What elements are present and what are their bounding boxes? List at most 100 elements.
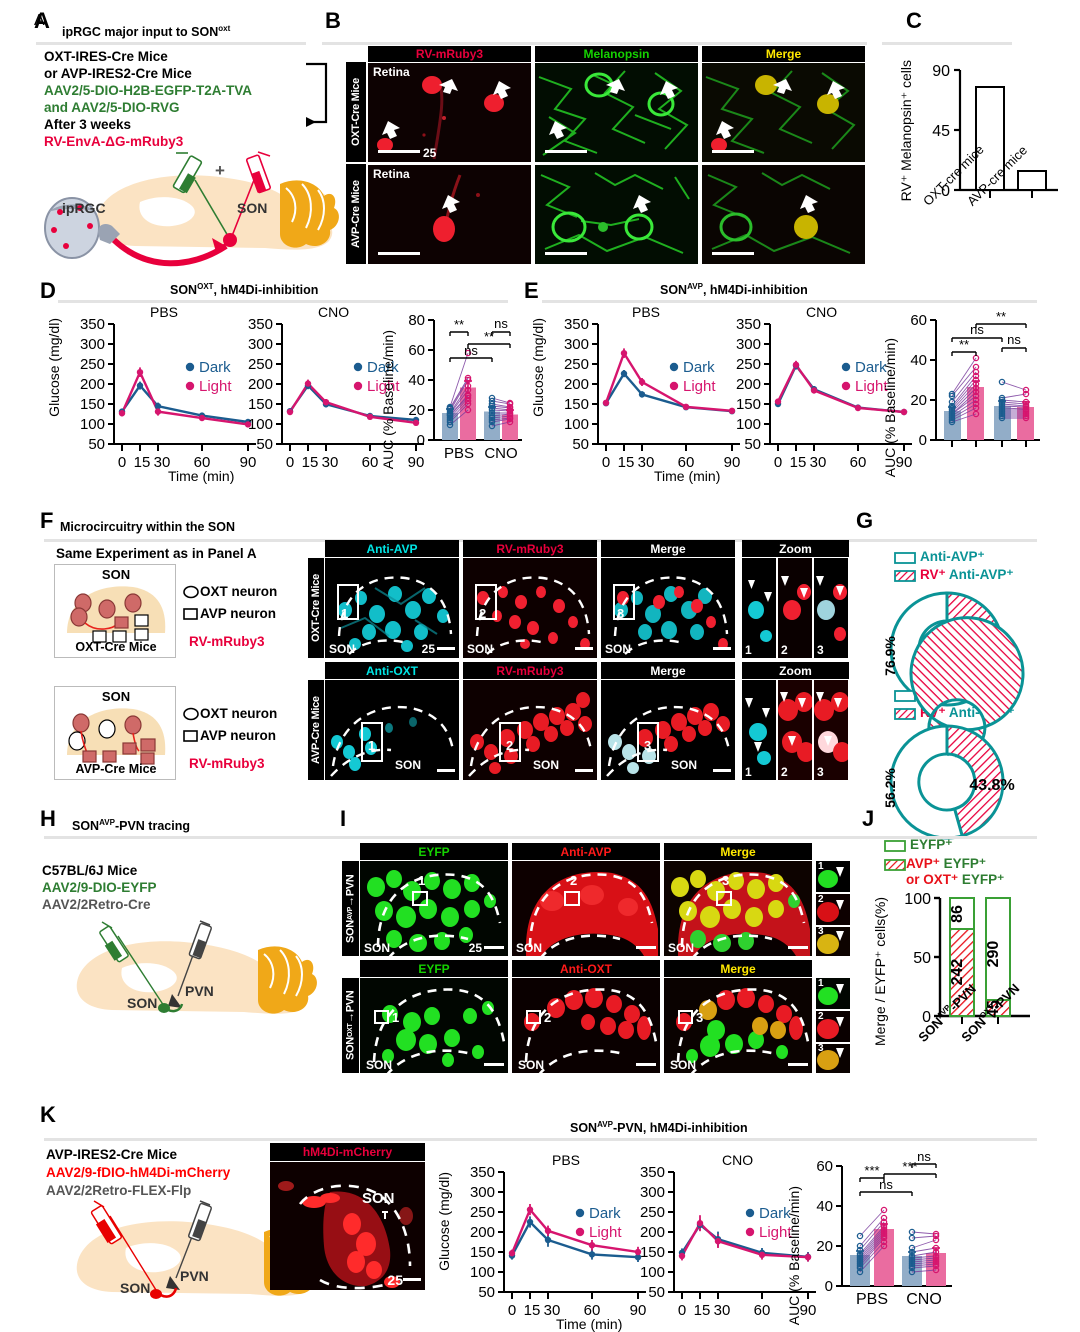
svg-text:150: 150 [736, 396, 761, 413]
svg-text:60: 60 [850, 454, 867, 471]
svg-text:90: 90 [896, 454, 913, 471]
panel-k-mg-region: SON [362, 1190, 395, 1207]
panel-a-line-4: After 3 weeks [44, 117, 132, 132]
panel-b-scalebar-r0c2 [712, 150, 754, 153]
svg-text:100: 100 [904, 891, 931, 908]
svg-text:Light: Light [759, 1224, 792, 1241]
svg-text:60: 60 [816, 1158, 833, 1175]
panel-h-line-2: AAV2/2Retro-Cre [42, 897, 151, 912]
panel-f-img-r0c0: 1 SON 25 [325, 558, 459, 658]
svg-text:250: 250 [470, 1204, 495, 1221]
panel-k-mg-header: hM4Di-mCherry [270, 1143, 425, 1161]
panel-e-auc-chart: 60 40 20 0 [910, 309, 1040, 449]
panel-f-r0c0-scalebar [437, 647, 455, 650]
panel-e-ylabel: Glucose (mg/dl) [530, 318, 546, 417]
panel-b-scalebar-r0 [378, 150, 420, 153]
panel-b-image-r1c1 [535, 165, 698, 264]
svg-text:86: 86 [949, 905, 966, 923]
svg-text:350: 350 [736, 316, 761, 333]
panel-d-title-main: SON [170, 283, 198, 298]
panel-k-line-0: AVP-IRES2-Cre Mice [46, 1147, 178, 1162]
panel-g-legend-0-1: RV⁺ Anti-AVP⁺ [920, 567, 1014, 582]
panel-h-title-sup: AVP [99, 818, 115, 827]
svg-text:200: 200 [248, 376, 273, 393]
svg-text:80: 80 [408, 312, 425, 329]
svg-text:45: 45 [932, 123, 950, 140]
panel-a-bracket-arrow [306, 62, 328, 127]
panel-c-chart: 90 45 0 [932, 63, 1058, 200]
panel-g-legend-icon-0-0 [894, 552, 916, 564]
panel-h-brain-schematic [76, 920, 317, 1014]
panel-e-label: E [524, 278, 539, 303]
panel-i-r1c2-box [678, 1010, 693, 1024]
panel-f-legend-avp-icon-1 [183, 730, 198, 742]
panel-i-r1c1-box-label: 2 [544, 1010, 552, 1025]
panel-i-zoom-r1-0: 1 [816, 978, 850, 1009]
panel-i-r0c2-region: SON [668, 941, 695, 955]
panel-i-r0-col-1: Anti-AVP [512, 843, 660, 860]
panel-a-line-1: or AVP-IRES2-Cre Mice [44, 66, 192, 81]
panel-i-label: I [340, 806, 346, 831]
panel-f-r1c0-box-label: 1 [368, 738, 376, 753]
panel-e-title: SONAVP, hM4Di-inhibition [660, 282, 808, 297]
panel-k-title: SONAVP-PVN, hM4Di-inhibition [570, 1120, 748, 1135]
svg-text:200: 200 [736, 376, 761, 393]
svg-text:***: *** [902, 1159, 917, 1174]
svg-text:**: ** [996, 309, 1006, 324]
panel-f-r1-side: AVP-Cre Mice [308, 680, 324, 780]
panel-f-tracer-1: RV-mRuby3 [189, 756, 265, 771]
panel-i-zoom-r1-2: 3 [816, 1044, 850, 1073]
svg-text:250: 250 [736, 356, 761, 373]
panel-a-protocol-list: OXT-IRES-Cre Mice or AVP-IRES2-Cre Mice … [44, 48, 334, 150]
panel-f-r1c2-box-label: 3 [644, 738, 652, 753]
panel-k-divider [44, 1138, 1037, 1141]
panel-k-brain-schematic [76, 1200, 323, 1299]
svg-text:30: 30 [544, 1302, 561, 1319]
panel-i-zoom-r1-1: 2 [816, 1011, 850, 1042]
svg-text:Dark: Dark [759, 1205, 791, 1222]
svg-text:100: 100 [564, 416, 589, 433]
svg-text:30: 30 [322, 454, 339, 471]
panel-k-line-2: AAV2/2Retro-FLEX-Flp [46, 1183, 192, 1198]
panel-f-title: Microcircuitry within the SON [60, 520, 236, 534]
panel-f-legend-oxt-1: OXT neuron [200, 706, 278, 721]
panel-f-label: F [40, 508, 53, 533]
svg-text:60: 60 [754, 1302, 771, 1319]
svg-text:50: 50 [572, 436, 589, 453]
panel-e-divider [542, 300, 1037, 303]
panel-j-ylabel: Merge / EYFP⁺ cells(%) [872, 897, 888, 1046]
svg-text:350: 350 [564, 316, 589, 333]
panel-h-protocol-list: C57BL/6J Mice AAV2/9-DIO-EYFP AAV2/2Retr… [42, 862, 157, 913]
svg-text:90: 90 [240, 454, 257, 471]
panel-i-r1c2-region: SON [670, 1058, 697, 1072]
svg-text:90: 90 [724, 454, 741, 471]
svg-text:Dark: Dark [855, 359, 887, 376]
panel-c-label: C [906, 8, 922, 33]
panel-f-r1c2-scalebar [713, 769, 731, 772]
svg-text:250: 250 [80, 356, 105, 373]
panel-i-zoom-r1-label-2: 3 [818, 1044, 824, 1054]
panel-f-r0-col-2: Merge [601, 540, 735, 557]
panel-i-r0c0-box-label: 1 [418, 873, 426, 888]
panel-h-label: H [40, 806, 56, 831]
panel-i-r1c1-region: SON [518, 1058, 545, 1072]
panel-j-legend-icon-1 [884, 859, 906, 871]
panel-i-r0c0-box [412, 891, 428, 906]
panel-b-arrows-r0c0 [382, 79, 511, 139]
svg-text:15: 15 [524, 1302, 541, 1319]
panel-f-zoom-r1-label-1: 2 [781, 765, 788, 779]
panel-i-r0c0-region: SON [364, 941, 391, 955]
svg-text:20: 20 [408, 402, 425, 419]
svg-text:**: ** [454, 317, 464, 332]
panel-i-r1-col-2: Merge [664, 960, 812, 977]
svg-text:0: 0 [118, 454, 126, 471]
svg-text:40: 40 [816, 1198, 833, 1215]
panel-f-r1c0-box [361, 722, 383, 762]
svg-text:150: 150 [470, 1244, 495, 1261]
panel-f-img-r0c1: 2 SON [463, 558, 597, 658]
panel-b-scale-value: 25 [423, 146, 437, 160]
panel-k-mg-scalebar [403, 1278, 421, 1281]
svg-text:90: 90 [408, 454, 425, 471]
panel-e-xlabel: Time (min) [654, 468, 721, 484]
panel-f-zoom-r0-label-0: 1 [745, 643, 752, 657]
